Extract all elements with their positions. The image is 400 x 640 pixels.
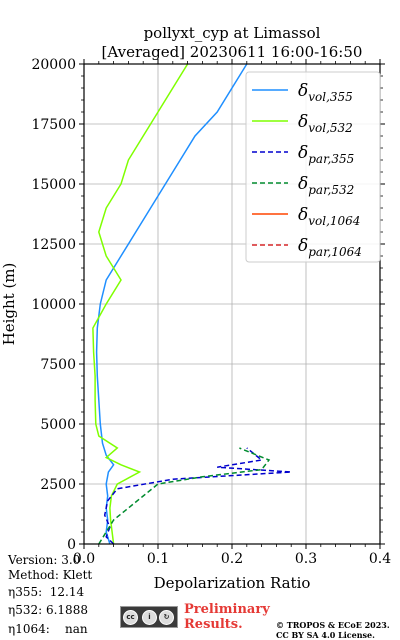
sa-icon: ↻ <box>159 610 174 625</box>
eta532-value: 6.1888 <box>45 603 88 617</box>
copyright-line-2: CC BY SA 4.0 License. <box>276 630 375 640</box>
x-tick-label: 0.2 <box>221 551 243 567</box>
eta355-value: 12.14 <box>49 585 85 599</box>
eta355-row: η355: 12.14 <box>8 585 84 600</box>
y-axis-label: Height (m) <box>0 263 18 346</box>
series-line-3 <box>98 447 271 545</box>
legend-label: δpar,1064 <box>298 236 362 259</box>
x-axis-label: Depolarization Ratio <box>154 574 311 592</box>
chart-title: pollyxt_cyp at Limassol <box>144 24 321 42</box>
version-text: Version: 3.0 <box>8 553 81 567</box>
legend-label: δvol,355 <box>298 81 353 104</box>
series-line-0 <box>95 63 248 545</box>
series-line-2 <box>103 447 292 545</box>
cc-license-badge: cc i ↻ <box>120 606 178 628</box>
preliminary-line-1: Preliminary <box>184 602 270 617</box>
copyright-notice: © TROPOS & ECoE 2023. CC BY SA 4.0 Licen… <box>276 620 390 640</box>
y-tick-label: 0 <box>67 537 76 553</box>
legend-label: δvol,1064 <box>298 205 360 228</box>
plot-frame <box>83 63 381 545</box>
by-icon: i <box>142 610 157 625</box>
axes: 0.0 0.1 0.2 0.3 0.4 0 2500 5000 7500 10000 12500 15… <box>31 57 391 567</box>
chart-subtitle: [Averaged] 20230611 16:00-16:50 <box>102 43 363 61</box>
copyright-line-1: © TROPOS & ECoE 2023. <box>276 620 390 630</box>
y-tick-label: 2500 <box>40 477 76 493</box>
preliminary-results-label: Preliminary Results. <box>184 602 270 632</box>
y-tick-label: 10000 <box>31 297 76 313</box>
y-tick-label: 15000 <box>31 177 76 193</box>
series-layer <box>92 63 292 545</box>
y-tick-label: 20000 <box>31 57 76 73</box>
legend-label: δpar,532 <box>298 174 354 197</box>
legend-label: δvol,532 <box>298 112 353 135</box>
legend: δvol,355 δvol,532 δpar,355 δpar,532 δvol,106… <box>245 71 381 263</box>
series-line-1 <box>92 63 189 545</box>
x-tick-label: 0.0 <box>73 551 95 567</box>
y-tick-label: 5000 <box>40 417 76 433</box>
eta532-row: η532: 6.1888 <box>8 603 88 618</box>
eta1064-value: nan <box>65 622 88 636</box>
preliminary-line-2: Results. <box>184 617 243 632</box>
cc-icon: cc <box>123 610 138 625</box>
eta532-label: η532: <box>8 603 43 617</box>
x-tick-label: 0.3 <box>295 551 317 567</box>
y-tick-label: 17500 <box>31 117 76 133</box>
eta1064-label: η1064: <box>8 622 50 636</box>
x-tick-label: 0.1 <box>147 551 169 567</box>
legend-label: δpar,355 <box>298 143 354 166</box>
eta355-label: η355: <box>8 585 43 599</box>
method-text: Method: Klett <box>8 568 93 582</box>
y-tick-label: 7500 <box>40 357 76 373</box>
eta1064-row: η1064: nan <box>8 622 88 637</box>
y-tick-label: 12500 <box>31 237 76 253</box>
x-tick-label: 0.4 <box>369 551 391 567</box>
